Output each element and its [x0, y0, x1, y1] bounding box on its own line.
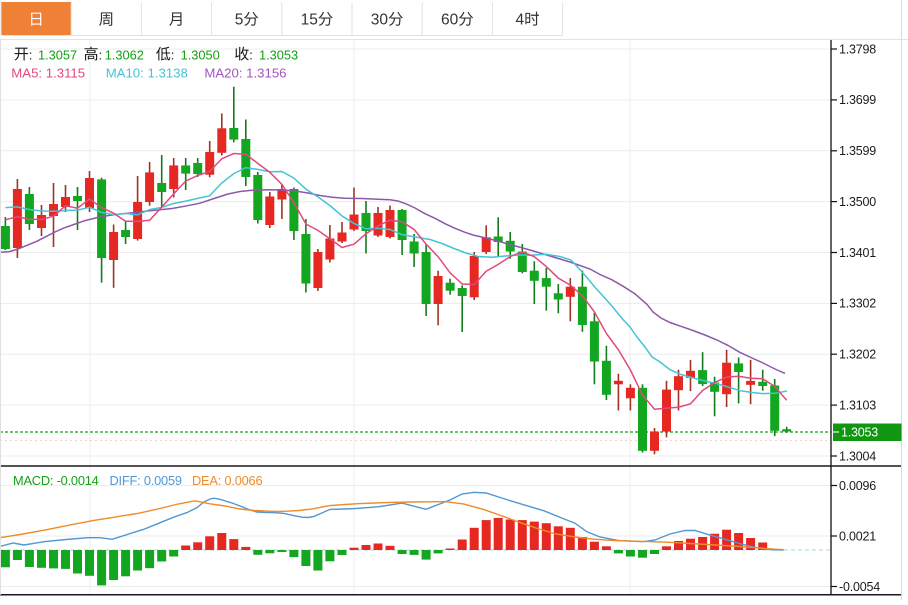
- svg-text:1.3798: 1.3798: [839, 42, 876, 56]
- svg-text:5: 5: [235, 12, 244, 29]
- svg-text:1.3057: 1.3057: [38, 47, 77, 62]
- svg-text:1.3103: 1.3103: [839, 398, 876, 412]
- svg-text::: :: [171, 47, 175, 62]
- svg-text:60: 60: [441, 12, 459, 29]
- svg-text:1.3302: 1.3302: [839, 297, 876, 311]
- svg-text:1.3053: 1.3053: [841, 426, 878, 440]
- svg-text:-0.0054: -0.0054: [839, 580, 880, 594]
- svg-text:1.3699: 1.3699: [839, 93, 876, 107]
- svg-text:1.3004: 1.3004: [839, 449, 876, 463]
- svg-text:30: 30: [371, 12, 389, 29]
- svg-text:0.0021: 0.0021: [839, 529, 876, 543]
- svg-text::: :: [249, 47, 253, 62]
- svg-text:MA10: 1.3138: MA10: 1.3138: [106, 66, 188, 81]
- svg-text:1.3202: 1.3202: [839, 348, 876, 362]
- svg-text:1.3053: 1.3053: [259, 47, 298, 62]
- svg-text:1.3062: 1.3062: [105, 47, 144, 62]
- svg-text:DIFF: 0.0059: DIFF: 0.0059: [110, 473, 182, 488]
- svg-text:0.0096: 0.0096: [839, 479, 876, 493]
- svg-text:MA5: 1.3115: MA5: 1.3115: [11, 66, 85, 81]
- svg-text:1.3401: 1.3401: [839, 246, 876, 260]
- svg-text:DEA: 0.0066: DEA: 0.0066: [192, 473, 262, 488]
- svg-text:MA20: 1.3156: MA20: 1.3156: [204, 66, 286, 81]
- svg-text:15: 15: [301, 12, 318, 29]
- svg-text:MACD: -0.0014: MACD: -0.0014: [13, 473, 99, 488]
- svg-text:1.3050: 1.3050: [181, 47, 220, 62]
- svg-text::: :: [29, 47, 33, 62]
- svg-text:4: 4: [516, 12, 525, 29]
- svg-text:1.3500: 1.3500: [839, 195, 876, 209]
- svg-text:1.3599: 1.3599: [839, 144, 876, 158]
- svg-text::: :: [99, 47, 103, 62]
